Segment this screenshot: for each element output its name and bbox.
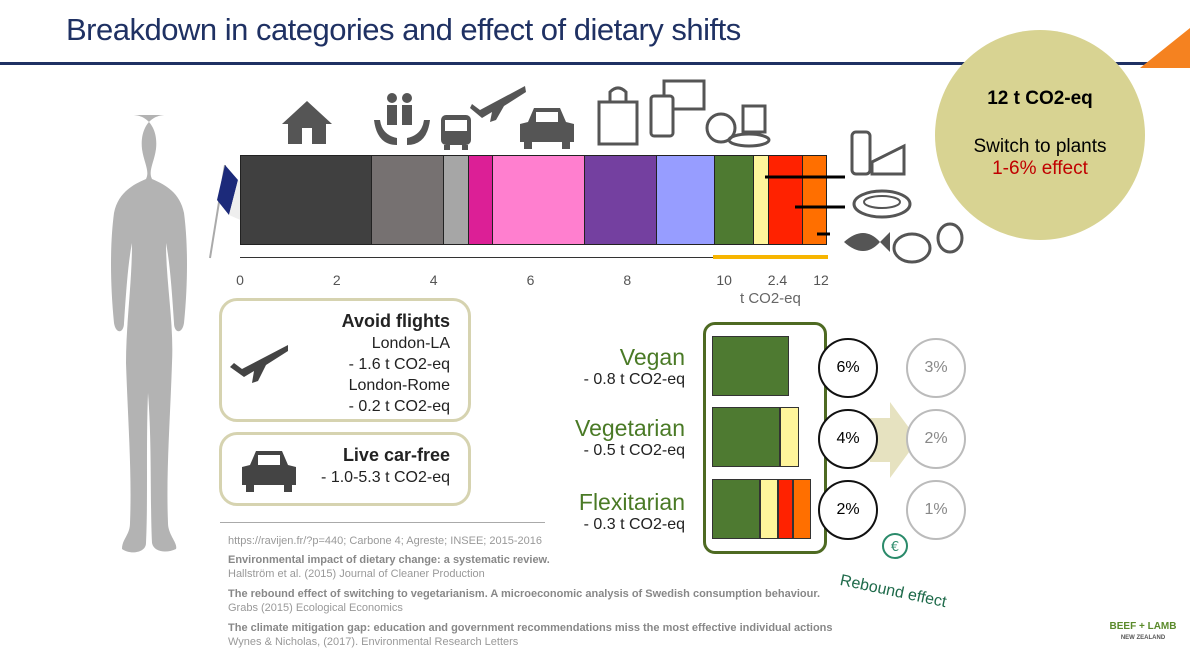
bar-segment-car	[491, 155, 585, 245]
route-london-la-value: - 1.6 t CO2-eq	[348, 356, 450, 373]
ref-1-source: Hallström et al. (2015) Journal of Clean…	[228, 568, 485, 580]
bar-segment-fish-poultry-egg	[801, 155, 827, 245]
effect-range: 1-6% effect	[992, 158, 1088, 179]
total-emissions: 12 t CO2-eq	[987, 88, 1093, 109]
svg-text:€: €	[891, 540, 899, 555]
ref-2-title: The rebound effect of switching to veget…	[228, 588, 821, 600]
ref-1-title: Environmental impact of dietary change: …	[228, 554, 550, 566]
person-silhouette-icon	[111, 115, 187, 553]
tick-label: 4	[429, 272, 438, 288]
flexitarian-bar	[712, 479, 812, 539]
bus-icon	[441, 115, 471, 150]
car-free-card: Live car-free - 1.0-5.3 t CO2-eq	[219, 432, 471, 506]
flexitarian-rebound: 1%	[906, 480, 966, 540]
tick-label: 10	[716, 272, 732, 288]
stacked-bar	[240, 155, 827, 247]
tick-label: 8	[623, 272, 632, 288]
title-divider	[0, 62, 1150, 65]
summary-circle: 12 t CO2-eq Switch to plants 1-6% effect	[935, 30, 1145, 240]
diet-vegan-value: - 0.8 t CO2-eq	[583, 371, 685, 388]
tick-label: 6	[526, 272, 535, 288]
avoid-flights-title: Avoid flights	[341, 311, 450, 331]
bar-segment-fruit-veg	[714, 155, 755, 245]
tick-label: 2.4	[767, 272, 788, 288]
family-care-icon	[374, 93, 430, 145]
vegetarian-effect: 4%	[818, 409, 878, 469]
tick-label: 2	[332, 272, 341, 288]
ref-0: https://ravijen.fr/?p=440; Carbone 4; Ag…	[228, 535, 542, 547]
bar-segment-house	[240, 155, 372, 245]
vegan-bar	[712, 336, 812, 396]
food-leader-lines	[765, 175, 845, 236]
car-icon	[520, 108, 574, 149]
x-axis	[240, 257, 828, 258]
food-range-highlight	[713, 255, 828, 259]
vegetarian-rebound: 2%	[906, 409, 966, 469]
bar-segment-shopping-bag	[583, 155, 658, 245]
vegan-rebound: 3%	[906, 338, 966, 398]
tick-label: 0	[236, 272, 244, 288]
axis-unit-label: t CO2-eq	[740, 290, 801, 307]
car-free-value: - 1.0-5.3 t CO2-eq	[321, 469, 450, 486]
rebound-arrow-icon	[870, 402, 918, 478]
devices-icon	[649, 79, 706, 138]
shopping-bag-icon	[597, 86, 639, 146]
fruit-veg-icon	[705, 104, 771, 148]
airplane-icon	[230, 345, 288, 383]
slide-title: Breakdown in categories and effect of di…	[66, 12, 741, 47]
house-icon	[282, 101, 332, 144]
euro-icon: €	[882, 533, 908, 559]
route-london-rome: London-Rome	[348, 377, 450, 394]
diet-vegan-label: Vegan	[619, 344, 685, 370]
bar-segment-meat	[767, 155, 803, 245]
car-free-title: Live car-free	[342, 445, 450, 465]
bar-segment-bus	[443, 155, 469, 245]
diet-flexitarian-label: Flexitarian	[578, 489, 685, 515]
bar-segment-airplane	[467, 155, 493, 245]
car-icon	[242, 451, 296, 492]
tick-label: 12	[813, 272, 829, 288]
diet-vegetarian-value: - 0.5 t CO2-eq	[583, 442, 685, 459]
diet-flexitarian-value: - 0.3 t CO2-eq	[583, 516, 685, 533]
rebound-effect-label: Rebound effect	[838, 572, 948, 612]
route-london-la: London-LA	[371, 335, 450, 352]
diet-vegetarian-label: Vegetarian	[575, 415, 685, 441]
vegetarian-bar	[712, 407, 812, 467]
switch-to-plants-label: Switch to plants	[973, 136, 1107, 157]
bar-segment-devices	[656, 155, 716, 245]
dairy-icon	[850, 130, 906, 176]
airplane-icon	[470, 86, 526, 122]
ref-3-source: Wynes & Nicholas, (2017). Environmental …	[228, 636, 519, 648]
avoid-flights-card: Avoid flights London-LA - 1.6 t CO2-eq L…	[219, 298, 471, 422]
beef-lamb-logo: BEEF + LAMB NEW ZEALAND	[1109, 621, 1177, 642]
meat-icon	[852, 189, 912, 219]
flexitarian-effect: 2%	[818, 480, 878, 540]
corner-accent	[1140, 28, 1190, 68]
route-london-rome-value: - 0.2 t CO2-eq	[348, 398, 450, 415]
bar-segment-family-care	[370, 155, 445, 245]
ref-3-title: The climate mitigation gap: education an…	[228, 622, 833, 634]
fish-poultry-egg-icon	[844, 222, 964, 264]
refs-divider	[220, 522, 545, 523]
vegan-effect: 6%	[818, 338, 878, 398]
ref-2-source: Grabs (2015) Ecological Economics	[228, 602, 403, 614]
